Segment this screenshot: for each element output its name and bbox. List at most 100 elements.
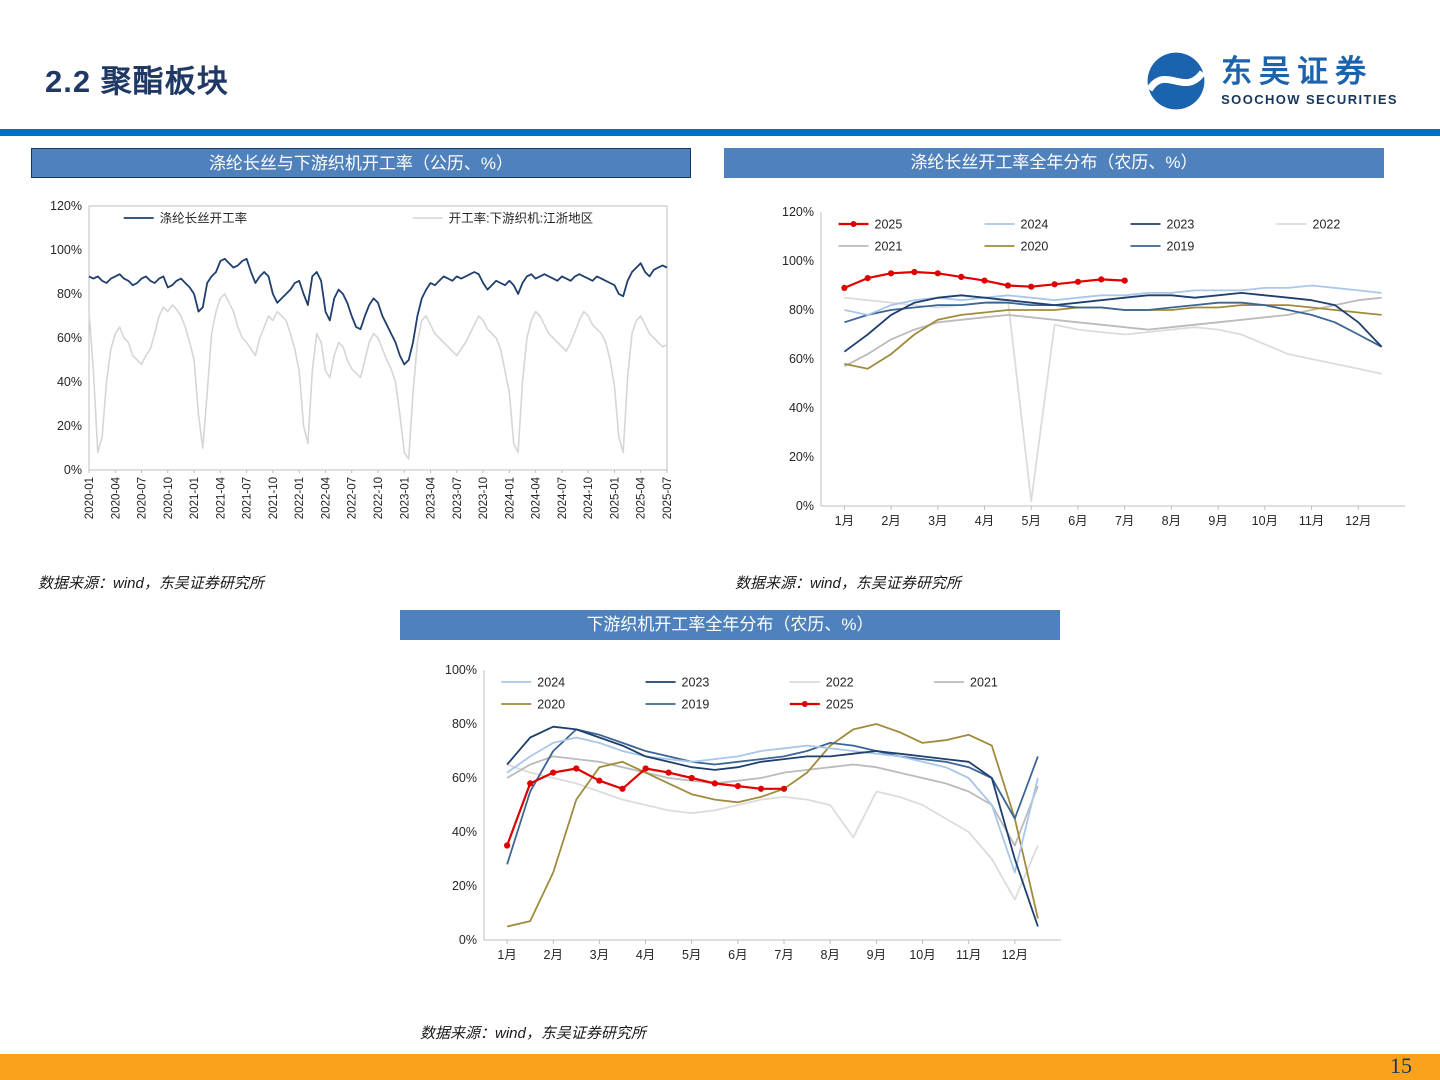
- series-marker-2025: [1028, 283, 1035, 290]
- series-marker-2025: [504, 842, 511, 849]
- axis-label: 20%: [452, 879, 477, 893]
- axis-label: 2022-04: [320, 476, 332, 519]
- legend-label-2020: 2020: [1021, 240, 1049, 254]
- axis-label: 12月: [1002, 948, 1028, 962]
- axis-label: 9月: [867, 948, 886, 962]
- logo-name-cn: 东吴证券: [1221, 53, 1374, 89]
- series-line-开工率:下游织机:江浙地区: [88, 293, 668, 460]
- axis-label: 2023-04: [426, 476, 438, 519]
- axis-label: 2020-01: [84, 477, 96, 519]
- series-line-2020: [506, 723, 1039, 928]
- legend-marker-2025: [801, 701, 808, 707]
- axis-label: 0%: [64, 463, 82, 477]
- series-line-2023: [843, 292, 1383, 353]
- series-line-2021: [506, 755, 1039, 847]
- axis-label: 5月: [1022, 514, 1041, 528]
- soochow-logo-icon: [1146, 52, 1206, 110]
- series-marker-2025: [1074, 278, 1082, 285]
- series-marker-2025: [711, 780, 718, 787]
- series-marker-2025: [841, 284, 848, 291]
- panel-title-filament-lunar: 涤纶长丝开工率全年分布（农历、%）: [724, 148, 1384, 178]
- axis-label: 100%: [782, 254, 814, 268]
- legend-label-2024: 2024: [537, 676, 565, 690]
- axis-label: 2020-10: [163, 477, 175, 519]
- axis-label: 100%: [445, 663, 477, 677]
- axis-label: 8月: [820, 948, 839, 962]
- axis-label: 2025-01: [609, 477, 621, 519]
- legend-label-2025: 2025: [826, 698, 854, 712]
- axis-label: 100%: [50, 243, 82, 257]
- legend-label-涤纶长丝开工率: 涤纶长丝开工率: [160, 211, 248, 226]
- series-marker-2025: [573, 765, 580, 772]
- logo: 东吴证券 SOOCHOW SECURITIES: [1145, 50, 1398, 112]
- axis-label: 2022-07: [347, 477, 359, 519]
- axis-label: 2024-01: [504, 477, 516, 519]
- series-line-2019: [844, 301, 1383, 348]
- axis-label: 6月: [728, 948, 747, 962]
- series-marker-2025: [757, 785, 765, 792]
- axis-label: 3月: [928, 514, 947, 528]
- series-line-涤纶长丝开工率: [88, 257, 668, 366]
- axis-label: 40%: [789, 401, 814, 415]
- axis-label: 1月: [835, 514, 854, 528]
- axis-label: 2023-07: [452, 477, 464, 519]
- axis-label: 80%: [789, 303, 814, 317]
- axis-label: 2月: [881, 514, 900, 528]
- axis-label: 80%: [452, 717, 477, 731]
- series-marker-2025: [1051, 281, 1058, 288]
- axis-label: 2022-10: [373, 477, 385, 519]
- series-line-2024: [506, 736, 1039, 874]
- series-marker-2025: [1004, 282, 1011, 289]
- logo-name-en: SOOCHOW SECURITIES: [1221, 92, 1398, 108]
- axis-label: 40%: [452, 825, 477, 839]
- legend-label-2023: 2023: [1167, 218, 1195, 232]
- header-divider: [0, 129, 1440, 136]
- legend-label-2019: 2019: [1167, 240, 1195, 254]
- legend-label-2025: 2025: [875, 218, 903, 232]
- footer-bar: [0, 1054, 1440, 1080]
- axis-label: 11月: [956, 948, 981, 962]
- legend-label-2023: 2023: [682, 676, 710, 690]
- axis-label: 60%: [789, 352, 814, 366]
- series-line-2022: [844, 296, 1382, 503]
- axis-label: 2024-04: [531, 476, 543, 519]
- series-marker-2025: [527, 780, 534, 787]
- panel-title-filament-gregorian: 涤纶长丝与下游织机开工率（公历、%）: [31, 148, 691, 178]
- axis-label: 5月: [682, 948, 701, 962]
- series-line-2021: [843, 296, 1382, 368]
- axis-label: 6月: [1068, 514, 1087, 528]
- series-marker-2025: [550, 769, 557, 776]
- legend-label-2021: 2021: [875, 240, 903, 254]
- chart-filament-rate-yearly-distribution: 0% 20% 40% 60% 80% 100% 120% 1月 2月 3月 4月 5月 6月 7月 8月 9月…: [782, 205, 1405, 528]
- series-marker-2025: [619, 785, 626, 792]
- axis-label: 2020-07: [137, 477, 149, 519]
- legend-label-2022: 2022: [1313, 218, 1341, 232]
- axis-label: 10月: [1252, 514, 1278, 528]
- series-marker-2025: [688, 774, 695, 782]
- axis-label: 2025-04: [636, 476, 648, 519]
- series-marker-2025: [734, 783, 741, 790]
- series-marker-2025: [864, 275, 871, 282]
- axis-label: 0%: [796, 499, 814, 513]
- series-marker-2025: [911, 268, 918, 276]
- axis-label: 60%: [452, 771, 477, 785]
- axis-label: 2月: [544, 948, 563, 962]
- axis-label: 20%: [789, 450, 814, 464]
- chart-loom-rate-yearly-distribution: 0% 20% 40% 60% 80% 100% 1月 2月 3月 4月 5月 6月 7月 8月 9月 10月 1…: [445, 663, 1061, 962]
- series-marker-2025: [665, 769, 672, 776]
- series-marker-2025: [780, 785, 788, 792]
- axis-label: 2020-04: [110, 476, 122, 519]
- axis-label: 2021-04: [215, 476, 227, 519]
- series-line-2019: [506, 728, 1039, 865]
- panel-title-loom-lunar: 下游织机开工率全年分布（农历、%）: [400, 610, 1060, 640]
- axis-label: 2024-10: [583, 477, 595, 519]
- axis-label: 2023-01: [399, 477, 411, 519]
- legend-label-2022: 2022: [826, 676, 854, 690]
- legend-label-开工率:下游织机:江浙地区: 开工率:下游织机:江浙地区: [449, 211, 593, 226]
- axis-label: 12月: [1345, 514, 1371, 528]
- source-note-1: 数据来源：wind，东吴证券研究所: [38, 575, 264, 592]
- axis-label: 7月: [1115, 514, 1134, 528]
- axis-label: 4月: [975, 514, 994, 528]
- axis-label: 120%: [782, 205, 814, 219]
- axis-label: 8月: [1162, 514, 1181, 528]
